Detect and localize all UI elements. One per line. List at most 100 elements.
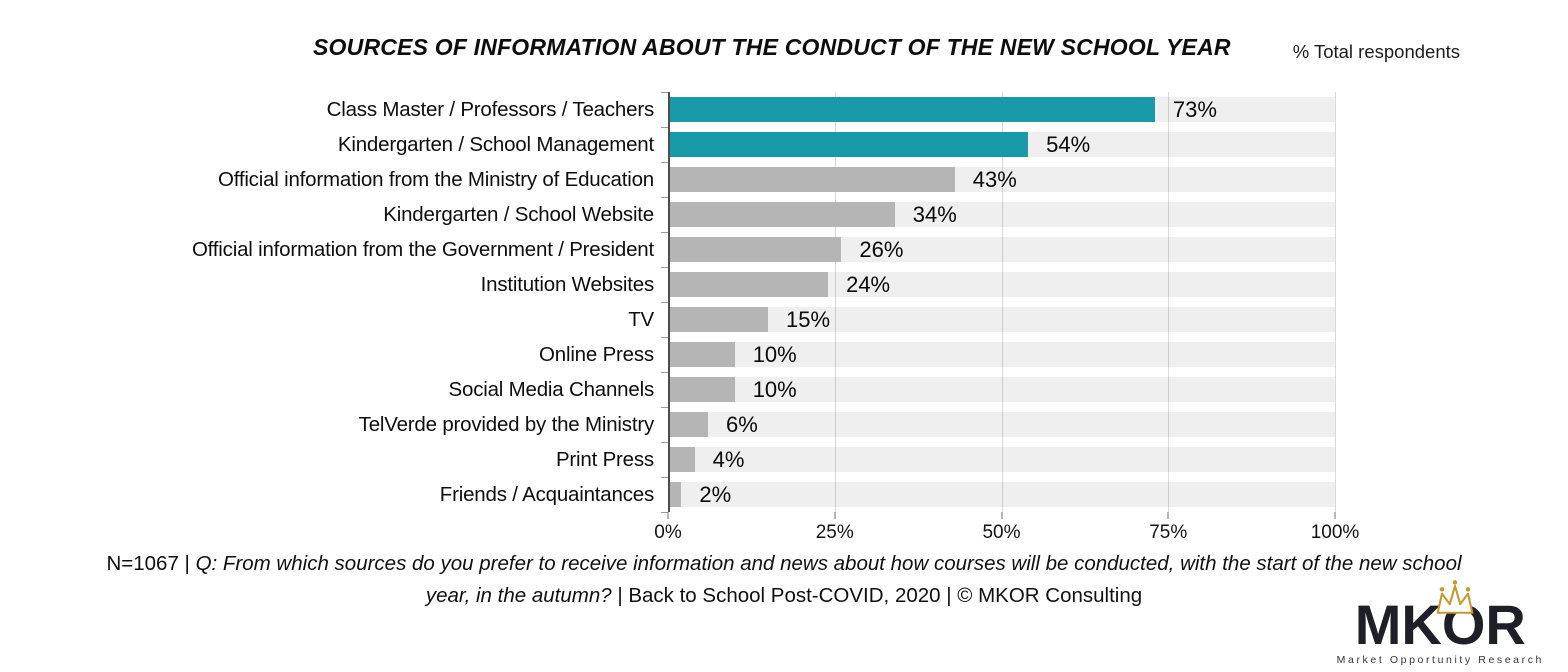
bar-highlight [668, 132, 1029, 157]
chart-title: SOURCES OF INFORMATION ABOUT THE CONDUCT… [313, 34, 1231, 60]
category-tick [661, 162, 668, 163]
category-tick [661, 512, 668, 513]
chart-row: Institution Websites 24% [60, 267, 1335, 302]
value-label: 43% [972, 167, 1017, 192]
x-tick-label: 50% [982, 522, 1021, 543]
value-label: 54% [1046, 132, 1091, 157]
value-label: 24% [846, 272, 891, 297]
bar-track: 6% [668, 412, 1335, 437]
bar [668, 202, 895, 227]
chart-row: Kindergarten / School Management 54% [60, 127, 1335, 162]
bar [668, 447, 695, 472]
bar [668, 342, 735, 367]
value-label: 4% [712, 447, 745, 472]
category-tick [661, 92, 668, 93]
bar-highlight [668, 97, 1155, 122]
category-label: Friends / Acquaintances [439, 482, 654, 506]
category-label: Kindergarten / School Management [337, 132, 654, 156]
category-tick [661, 302, 668, 303]
crown-icon [1436, 579, 1474, 614]
gridline [1001, 92, 1003, 512]
chart-row: Friends / Acquaintances 2% [60, 477, 1335, 512]
category-tick [661, 197, 668, 198]
value-label: 73% [1172, 97, 1217, 122]
bar [668, 167, 955, 192]
value-label: 2% [699, 482, 732, 507]
category-label: Institution Websites [480, 272, 655, 296]
category-tick [661, 407, 668, 408]
bar [668, 482, 682, 507]
bar-track: 73% [668, 97, 1335, 122]
bar [668, 237, 842, 262]
value-label: 10% [752, 342, 797, 367]
category-label: Social Media Channels [448, 377, 655, 401]
x-tick-mark [834, 512, 836, 519]
x-tick-mark [667, 512, 669, 519]
category-label: Class Master / Professors / Teachers [326, 97, 655, 121]
bar [668, 412, 709, 437]
chart-row: Print Press 4% [60, 442, 1335, 477]
bar-track: 26% [668, 237, 1335, 262]
x-tick-mark [1334, 512, 1336, 519]
gridlines [661, 92, 1336, 513]
chart-row: TelVerde provided by the Ministry 6% [60, 407, 1335, 442]
logo-tagline: Market Opportunity Research [1336, 654, 1544, 666]
bar-track: 10% [668, 342, 1335, 367]
gridline [834, 92, 836, 512]
gridline [1168, 92, 1170, 512]
bar-track: 43% [668, 167, 1335, 192]
category-tick [661, 442, 668, 443]
chart-row: Class Master / Professors / Teachers 73% [60, 92, 1335, 127]
x-axis: 0% 25% 50% 75% 100% [654, 512, 1359, 548]
y-axis-line [668, 92, 670, 512]
category-tick [661, 127, 668, 128]
footnote-question: Q: From which sources do you prefer to r… [195, 552, 1462, 607]
value-label: 6% [726, 412, 758, 437]
mkor-logo: MKOR Market Opportunity Research [1336, 579, 1544, 666]
chart-row: TV 15% [60, 302, 1335, 337]
category-label: Online Press [539, 342, 654, 366]
category-label: TelVerde provided by the Ministry [358, 412, 655, 436]
chart-row: Social Media Channels 10% [60, 372, 1335, 407]
category-tick [661, 477, 668, 478]
x-tick-label: 100% [1310, 522, 1360, 543]
bar-track: 54% [668, 132, 1335, 157]
bar [668, 307, 769, 332]
chart-rows: Class Master / Professors / Teachers 73% K… [60, 92, 1335, 512]
x-tick-label: 75% [1149, 522, 1188, 543]
value-label: 15% [786, 307, 831, 332]
bar [668, 377, 735, 402]
bar-track: 2% [668, 482, 1335, 507]
category-tick [661, 232, 668, 233]
bar [668, 272, 829, 297]
bar-track: 4% [668, 447, 1335, 472]
footnote-suffix: | Back to School Post-COVID, 2020 | © MK… [611, 583, 1143, 607]
footnote-prefix: N=1067 | [106, 552, 196, 575]
x-tick-label: 25% [815, 522, 854, 543]
gridline [1335, 92, 1336, 512]
x-tick-mark [1167, 512, 1169, 519]
category-label: Official information from the Government… [191, 237, 654, 261]
chart-plot: Class Master / Professors / Teachers 73% K… [60, 92, 1336, 513]
value-label: 26% [859, 237, 904, 262]
category-label: Official information from the Ministry o… [217, 167, 654, 191]
chart-row: Official information from the Ministry o… [60, 162, 1335, 197]
bar-track: 24% [668, 272, 1335, 297]
footnote: N=1067 | Q: From which sources do you pr… [94, 548, 1474, 612]
x-tick-label: 0% [654, 522, 682, 543]
category-label: Kindergarten / School Website [383, 202, 654, 226]
bar-track: 10% [668, 377, 1335, 402]
value-label: 34% [912, 202, 957, 227]
category-label: TV [628, 307, 654, 331]
bar-track: 15% [668, 307, 1335, 332]
category-tick [661, 267, 668, 268]
bar-track: 34% [668, 202, 1335, 227]
category-tick [661, 337, 668, 338]
category-label: Print Press [555, 447, 654, 471]
x-tick-mark [1001, 512, 1002, 519]
unit-note: % Total respondents [1292, 41, 1460, 62]
chart-row: Kindergarten / School Website 34% [60, 197, 1335, 232]
chart-row: Online Press 10% [60, 337, 1335, 372]
chart-row: Official information from the Government… [60, 232, 1335, 267]
